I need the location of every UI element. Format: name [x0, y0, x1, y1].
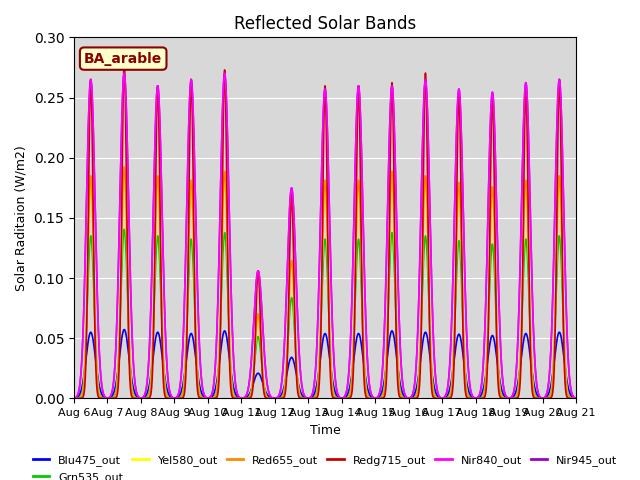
Nir840_out	[570, 395, 578, 400]
Red655_out	[172, 396, 180, 401]
Text: BA_arable: BA_arable	[84, 52, 163, 66]
Redg715_out	[258, 364, 266, 370]
Grn535_out	[570, 396, 578, 401]
Redg715_out	[570, 396, 578, 401]
Red655_out	[258, 360, 266, 366]
Blu475_out	[394, 366, 402, 372]
Grn535_out	[465, 394, 473, 400]
Nir945_out	[258, 310, 266, 316]
Line: Redg715_out: Redg715_out	[74, 63, 576, 398]
Line: Grn535_out: Grn535_out	[74, 229, 576, 398]
Grn535_out	[572, 396, 580, 401]
Legend: Blu475_out, Grn535_out, Yel580_out, Red655_out, Redg715_out, Nir840_out, Nir945_: Blu475_out, Grn535_out, Yel580_out, Red6…	[28, 451, 622, 480]
Blu475_out	[465, 390, 473, 396]
Grn535_out	[70, 396, 78, 401]
Red655_out	[70, 396, 78, 401]
Yel580_out	[120, 173, 128, 179]
Redg715_out	[572, 396, 580, 401]
Grn535_out	[178, 393, 186, 399]
Blu475_out	[172, 395, 180, 401]
Grn535_out	[172, 396, 180, 401]
Nir840_out	[178, 369, 186, 374]
Nir945_out	[120, 70, 128, 76]
Yel580_out	[258, 360, 266, 366]
Nir945_out	[178, 369, 186, 374]
Nir945_out	[465, 377, 473, 383]
Red655_out	[120, 164, 128, 170]
Nir945_out	[572, 396, 580, 401]
Blu475_out	[178, 388, 186, 394]
Blu475_out	[570, 395, 578, 401]
Title: Reflected Solar Bands: Reflected Solar Bands	[234, 15, 416, 33]
Yel580_out	[394, 365, 402, 371]
Yel580_out	[70, 396, 78, 401]
Line: Nir945_out: Nir945_out	[74, 73, 576, 398]
Nir945_out	[394, 275, 402, 280]
Nir840_out	[258, 310, 266, 316]
Redg715_out	[70, 396, 78, 401]
Nir945_out	[70, 396, 78, 401]
Nir840_out	[572, 396, 580, 401]
Line: Red655_out: Red655_out	[74, 167, 576, 398]
Nir840_out	[394, 275, 402, 280]
Yel580_out	[178, 395, 186, 400]
Blu475_out	[258, 378, 266, 384]
Red655_out	[394, 367, 402, 373]
Yel580_out	[172, 396, 180, 401]
Grn535_out	[120, 227, 128, 232]
Y-axis label: Solar Raditaion (W/m2): Solar Raditaion (W/m2)	[15, 145, 28, 291]
Blu475_out	[70, 396, 78, 401]
Nir945_out	[172, 395, 180, 400]
Nir945_out	[570, 395, 578, 400]
Redg715_out	[172, 396, 180, 401]
Line: Blu475_out: Blu475_out	[74, 330, 576, 398]
Redg715_out	[120, 60, 128, 66]
Nir840_out	[70, 396, 78, 401]
Redg715_out	[178, 396, 186, 401]
Grn535_out	[258, 364, 266, 370]
Red655_out	[572, 396, 580, 401]
Yel580_out	[570, 396, 578, 401]
Blu475_out	[572, 396, 580, 401]
Nir840_out	[465, 377, 473, 383]
Redg715_out	[394, 384, 402, 389]
Yel580_out	[572, 396, 580, 401]
Line: Yel580_out: Yel580_out	[74, 176, 576, 398]
Nir840_out	[172, 395, 180, 400]
Blu475_out	[120, 327, 128, 333]
X-axis label: Time: Time	[310, 424, 340, 437]
Nir840_out	[120, 70, 128, 76]
Redg715_out	[465, 396, 473, 401]
Red655_out	[465, 395, 473, 401]
Line: Nir840_out: Nir840_out	[74, 73, 576, 398]
Red655_out	[570, 396, 578, 401]
Red655_out	[178, 395, 186, 400]
Grn535_out	[394, 362, 402, 368]
Yel580_out	[465, 395, 473, 401]
